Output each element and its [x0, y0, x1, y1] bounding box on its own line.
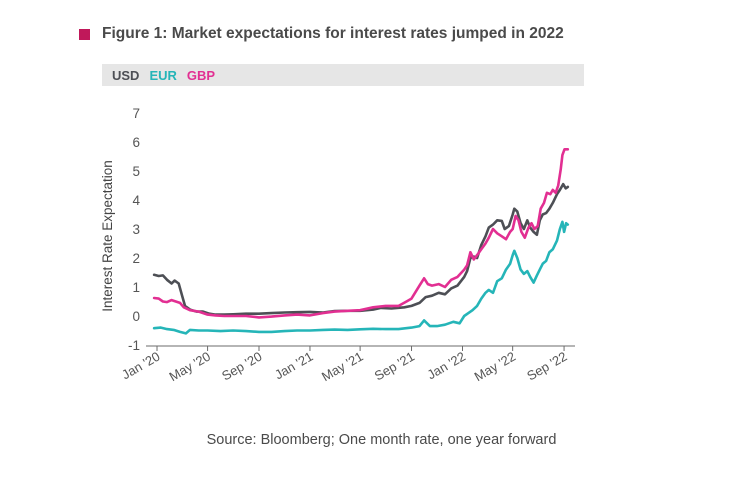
legend-item-usd: USD	[112, 67, 140, 83]
y-tick-label: 0	[132, 309, 140, 324]
legend: USD EUR GBP	[102, 64, 584, 86]
y-tick-label: 4	[132, 193, 140, 208]
y-tick-label: 7	[132, 106, 140, 121]
legend-item-eur: EUR	[149, 67, 177, 83]
series-line-eur	[152, 220, 570, 335]
source-note: Source: Bloomberg; One month rate, one y…	[0, 432, 751, 448]
y-axis-title: Interest Rate Expectation	[100, 160, 115, 312]
x-tick-label: Jan '20	[119, 349, 162, 383]
x-tick-label: May '20	[167, 349, 214, 385]
legend-item-gbp: GBP	[186, 67, 216, 83]
x-tick-label: Jan '21	[272, 349, 315, 383]
y-tick-label: 2	[132, 251, 140, 266]
x-tick-label: Sep '22	[524, 349, 569, 384]
series-line-usd	[152, 182, 570, 316]
x-tick-label: Jan '22	[425, 349, 468, 383]
series-line-gbp	[152, 148, 570, 319]
y-tick-label: -1	[128, 338, 140, 353]
y-tick-label: 3	[132, 222, 140, 237]
x-tick-label: May '21	[319, 349, 366, 385]
y-tick-label: 5	[132, 164, 140, 179]
chart-title-row: Figure 1: Market expectations for intere…	[79, 25, 564, 43]
chart-title: Figure 1: Market expectations for intere…	[102, 25, 564, 42]
x-tick-label: Sep '21	[372, 349, 417, 384]
y-tick-label: 6	[132, 135, 140, 150]
title-marker	[79, 28, 90, 40]
source-text: Source: Bloomberg; One month rate, one y…	[206, 432, 557, 448]
x-tick-label: May '22	[472, 349, 519, 385]
x-tick-label: Sep '20	[219, 349, 264, 384]
y-tick-label: 1	[132, 280, 140, 295]
